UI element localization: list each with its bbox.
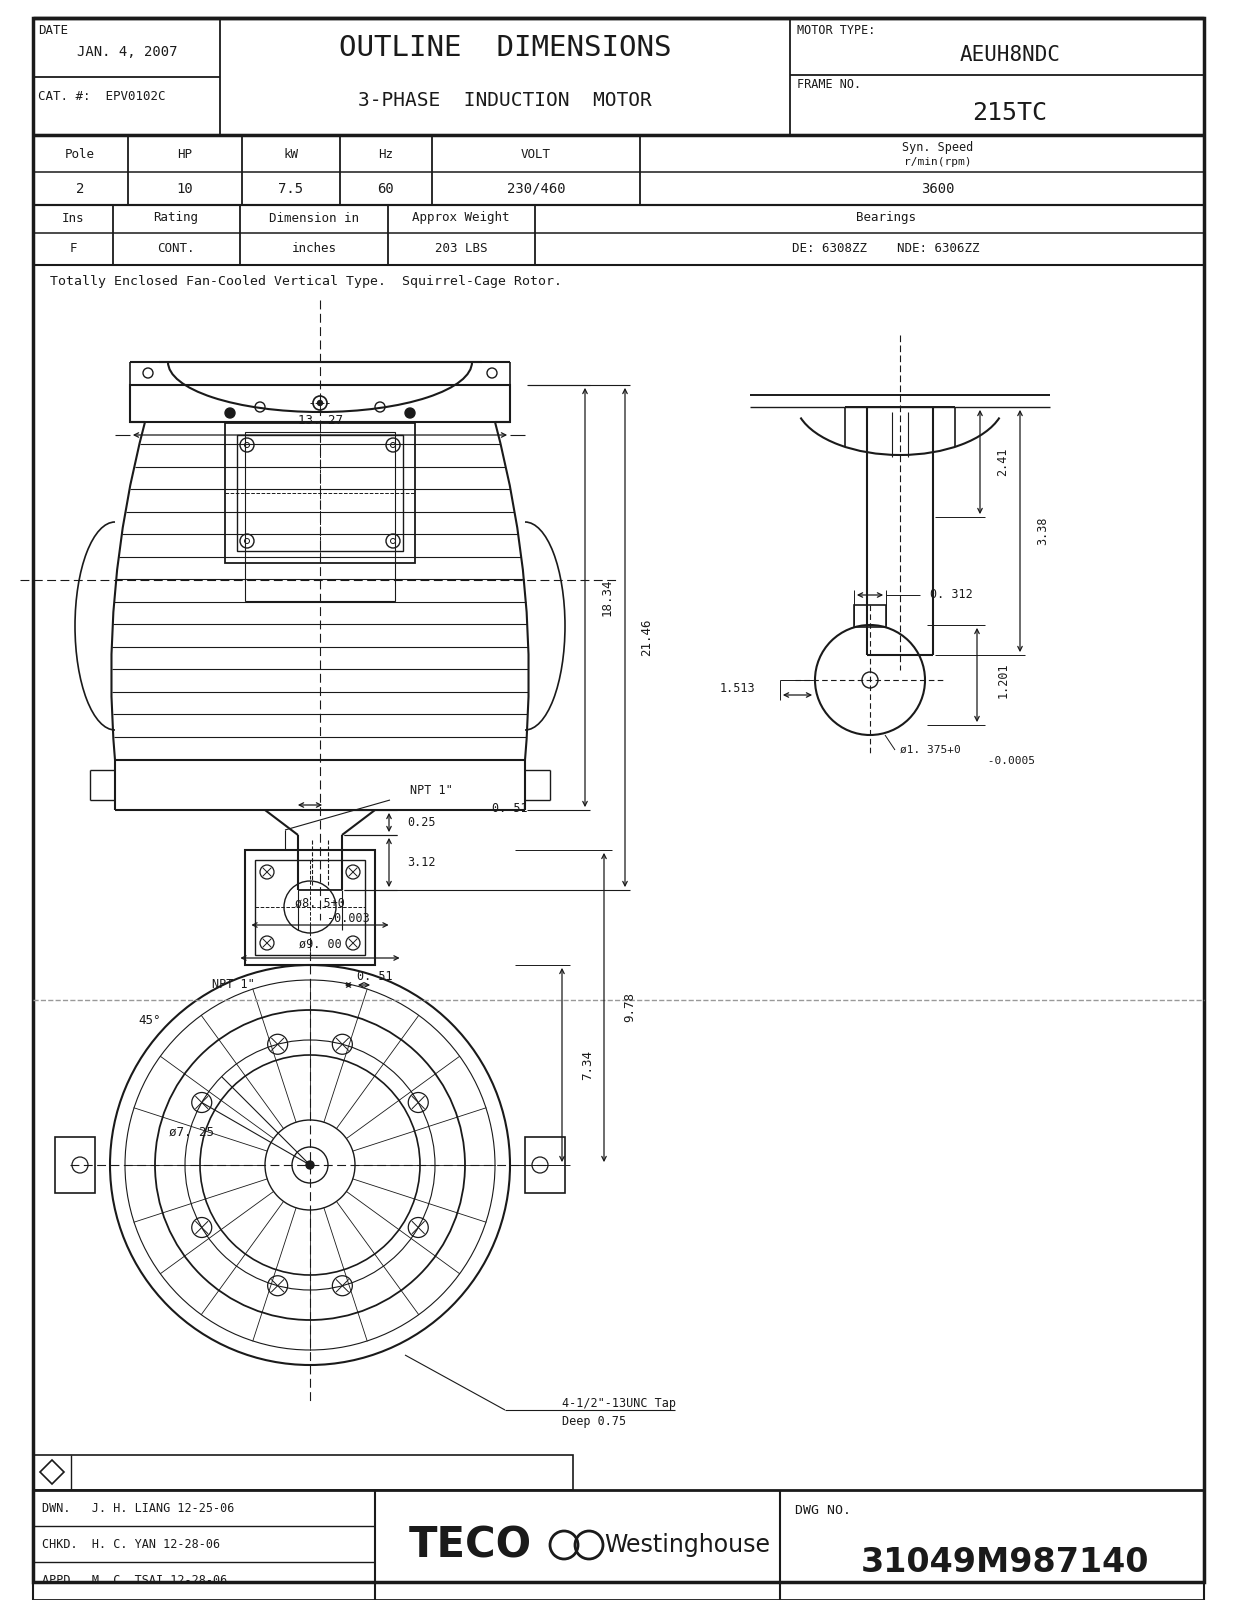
- Circle shape: [404, 408, 414, 418]
- Circle shape: [225, 408, 235, 418]
- Bar: [854, 605, 886, 627]
- Text: NPT 1": NPT 1": [409, 784, 453, 797]
- Text: DWN.   J. H. LIANG 12-25-06: DWN. J. H. LIANG 12-25-06: [42, 1501, 234, 1515]
- Text: JAN. 4, 2007: JAN. 4, 2007: [77, 45, 177, 59]
- Text: ø9. 00: ø9. 00: [298, 938, 341, 950]
- Text: OUTLINE  DIMENSIONS: OUTLINE DIMENSIONS: [339, 34, 672, 62]
- Text: Syn. Speed: Syn. Speed: [902, 141, 974, 155]
- Text: NPT 1": NPT 1": [213, 979, 255, 992]
- Text: 1.201: 1.201: [997, 662, 1009, 698]
- Bar: [54, 1138, 95, 1194]
- Text: 203 LBS: 203 LBS: [434, 243, 487, 256]
- Text: DWG NO.: DWG NO.: [795, 1504, 851, 1517]
- Text: CAT. #:  EPV0102C: CAT. #: EPV0102C: [38, 91, 166, 104]
- Text: 3600: 3600: [922, 182, 955, 195]
- Text: Rating: Rating: [153, 211, 198, 224]
- Text: Dimension in: Dimension in: [268, 211, 359, 224]
- Text: FRAME NO.: FRAME NO.: [797, 78, 861, 91]
- Text: TECO: TECO: [409, 1523, 532, 1566]
- Text: 0.25: 0.25: [407, 816, 435, 829]
- Text: 3-PHASE  INDUCTION  MOTOR: 3-PHASE INDUCTION MOTOR: [359, 91, 652, 109]
- Text: Pole: Pole: [66, 147, 95, 160]
- Bar: [238, 435, 403, 550]
- Text: 60: 60: [377, 182, 395, 195]
- Bar: [130, 386, 510, 422]
- Text: Ins: Ins: [62, 211, 84, 224]
- Text: Bearings: Bearings: [856, 211, 917, 224]
- Text: r/min(rpm): r/min(rpm): [904, 157, 972, 166]
- Text: 7.5: 7.5: [278, 182, 303, 195]
- Text: kW: kW: [283, 147, 298, 160]
- Text: 3.38: 3.38: [1037, 517, 1049, 546]
- Text: inches: inches: [292, 243, 336, 256]
- Circle shape: [306, 1162, 314, 1170]
- Text: 230/460: 230/460: [507, 182, 565, 195]
- Text: 9.78: 9.78: [623, 992, 637, 1022]
- Text: 31049M987140: 31049M987140: [861, 1546, 1149, 1579]
- Text: 0. 312: 0. 312: [930, 589, 972, 602]
- Text: 2.41: 2.41: [997, 448, 1009, 477]
- Text: Deep 0.75: Deep 0.75: [562, 1414, 626, 1427]
- Text: MOTOR TYPE:: MOTOR TYPE:: [797, 24, 876, 37]
- Text: Westinghouse: Westinghouse: [604, 1533, 769, 1557]
- Text: CONT.: CONT.: [157, 243, 194, 256]
- Text: 0. 51: 0. 51: [492, 802, 528, 814]
- Text: 0. 51: 0. 51: [357, 971, 393, 984]
- Text: HP: HP: [177, 147, 193, 160]
- Text: 10: 10: [177, 182, 193, 195]
- Text: VOLT: VOLT: [521, 147, 550, 160]
- Text: 13. 27: 13. 27: [298, 414, 343, 427]
- Text: Approx Weight: Approx Weight: [412, 211, 510, 224]
- Text: 1.513: 1.513: [720, 682, 755, 694]
- Text: ø7. 25: ø7. 25: [169, 1126, 214, 1139]
- Text: 215TC: 215TC: [972, 101, 1048, 125]
- Text: AEUH8NDC: AEUH8NDC: [960, 45, 1060, 66]
- Text: ø8. 5+0
        -0.003: ø8. 5+0 -0.003: [270, 898, 370, 925]
- Text: DE: 6308ZZ    NDE: 6306ZZ: DE: 6308ZZ NDE: 6306ZZ: [792, 243, 980, 256]
- Text: 45°: 45°: [139, 1013, 161, 1027]
- Text: F: F: [69, 243, 77, 256]
- Bar: [225, 422, 414, 563]
- Text: ø1. 375+0
             -0.0005: ø1. 375+0 -0.0005: [901, 744, 1035, 766]
- Text: 4-1/2"-13UNC Tap: 4-1/2"-13UNC Tap: [562, 1397, 675, 1410]
- Text: 2: 2: [75, 182, 84, 195]
- Circle shape: [318, 400, 323, 405]
- Text: APPD.  M. C. TSAI 12-28-06: APPD. M. C. TSAI 12-28-06: [42, 1573, 228, 1587]
- Text: 7.34: 7.34: [581, 1050, 595, 1080]
- Bar: [33, 1454, 573, 1490]
- Bar: [255, 861, 365, 955]
- Text: 18.34: 18.34: [600, 578, 614, 616]
- Text: Hz: Hz: [379, 147, 393, 160]
- Text: 3.12: 3.12: [407, 856, 435, 869]
- Bar: [245, 432, 395, 602]
- Bar: [524, 1138, 565, 1194]
- Text: CHKD.  H. C. YAN 12-28-06: CHKD. H. C. YAN 12-28-06: [42, 1538, 220, 1550]
- Text: DATE: DATE: [38, 24, 68, 37]
- Text: Totally Enclosed Fan-Cooled Vertical Type.  Squirrel-Cage Rotor.: Totally Enclosed Fan-Cooled Vertical Typ…: [49, 275, 562, 288]
- Bar: [245, 850, 375, 965]
- Text: 21.46: 21.46: [641, 618, 653, 656]
